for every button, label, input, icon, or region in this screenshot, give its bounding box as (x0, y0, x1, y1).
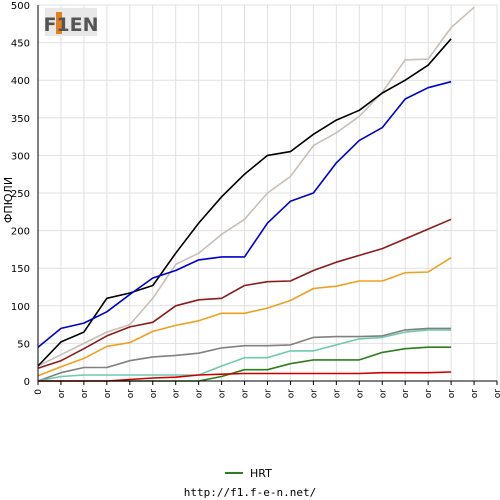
y-tick-label: 100 (11, 302, 30, 313)
y-tick-label: 0 (24, 377, 30, 388)
x-tick-label: or (149, 389, 159, 399)
y-tick-label: 500 (11, 1, 30, 12)
x-tick-label: or (241, 389, 251, 399)
x-tick-label: or (447, 389, 457, 399)
series-line-7 (37, 329, 452, 382)
logo-text: F1EN (43, 14, 98, 36)
legend-label-hrt: HRT (250, 467, 272, 480)
x-tick-label: or (195, 389, 205, 399)
series-line-2 (37, 38, 452, 367)
y-tick-label: 50 (17, 339, 30, 350)
x-tick-label: or (332, 389, 342, 399)
logo-background (45, 8, 97, 36)
series-line-3 (37, 80, 452, 348)
y-axis-label: ФПЮЛИ (2, 177, 15, 223)
y-tick-label: 200 (11, 227, 30, 238)
x-tick-label: or (424, 389, 434, 399)
y-tick-label: 250 (11, 189, 30, 200)
x-tick-label: or (80, 389, 90, 399)
x-tick-label: or (286, 389, 296, 399)
y-tick-label: 450 (11, 39, 30, 50)
y-tick-label: 150 (11, 264, 30, 275)
x-tick-label: or (57, 389, 67, 399)
logo-accent (56, 12, 62, 34)
x-tick-label: or (172, 389, 182, 399)
y-tick-label: 400 (11, 76, 30, 87)
x-tick-labels: 0 or or or or or or or or or or or or or or or or or or or o… (34, 389, 500, 399)
x-tick-label: or (264, 389, 274, 399)
x-tick-label: or (470, 389, 480, 399)
x-tick-label: or (355, 389, 365, 399)
series-line-4 (37, 218, 452, 369)
x-tick-label: or (309, 389, 319, 399)
series-line-1 (37, 6, 475, 367)
x-tick-label: or (493, 389, 500, 399)
series-line-5 (37, 257, 452, 377)
x-tick-label: or (218, 389, 228, 399)
logo: F1EN (43, 8, 99, 36)
axes (37, 5, 498, 385)
series-group (37, 6, 475, 382)
footer-url: http://f1.f-e-n.net/ (184, 486, 316, 499)
x-tick-label: or (378, 389, 388, 399)
y-tick-label: 350 (11, 114, 30, 125)
x-tick-label: or (401, 389, 411, 399)
x-tick-label: or (126, 389, 136, 399)
series-line-6 (37, 327, 452, 382)
x-tick-label: or (103, 389, 113, 399)
y-tick-labels: 0 50 100 150 200 250 300 350 400 450 500 (11, 1, 30, 388)
x-tick-label: 0 (34, 389, 44, 395)
y-tick-label: 300 (11, 151, 30, 162)
legend: HRT (225, 467, 272, 480)
